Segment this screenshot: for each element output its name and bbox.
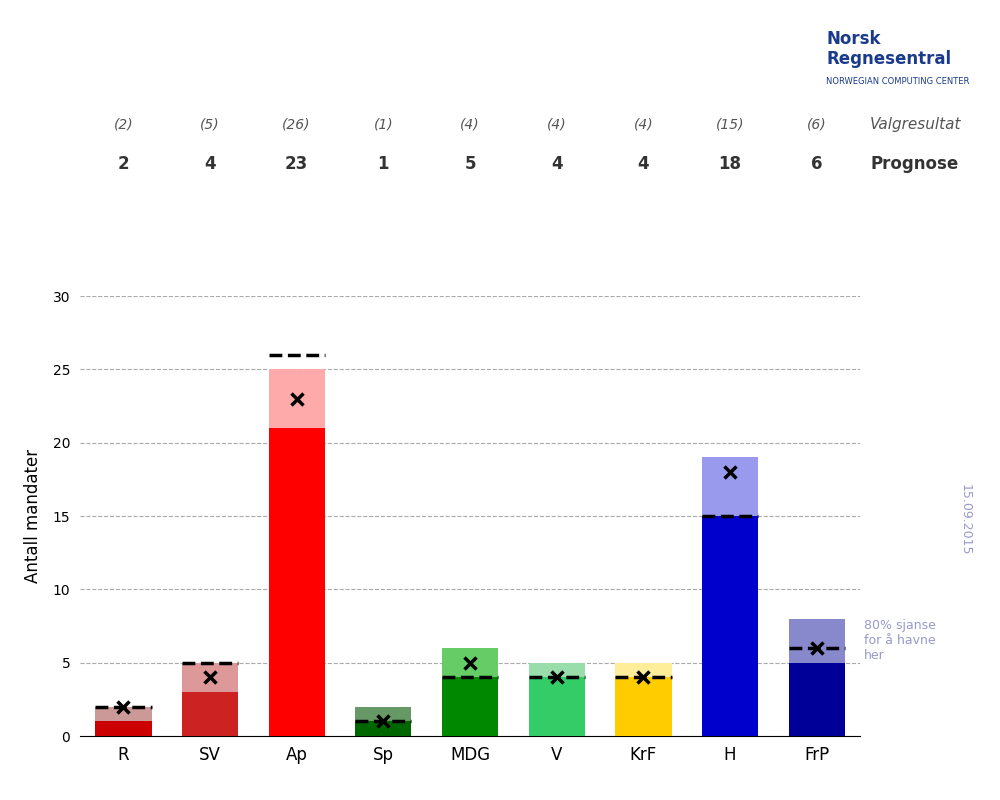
Text: 4: 4 xyxy=(204,155,216,173)
Text: (5): (5) xyxy=(200,117,220,131)
Text: (15): (15) xyxy=(716,117,744,131)
Bar xyxy=(702,458,758,516)
Text: Regnesentral: Regnesentral xyxy=(826,50,951,68)
Text: 5: 5 xyxy=(464,155,476,173)
Text: 4: 4 xyxy=(638,155,649,173)
Text: 15.09.2015: 15.09.2015 xyxy=(958,484,972,556)
Text: 4: 4 xyxy=(551,155,562,173)
Bar xyxy=(528,678,585,736)
Text: (4): (4) xyxy=(634,117,653,131)
Bar xyxy=(95,706,152,722)
Text: 2: 2 xyxy=(118,155,129,173)
Bar xyxy=(788,618,845,662)
Bar xyxy=(182,692,238,736)
Bar xyxy=(182,662,238,692)
Text: 23: 23 xyxy=(285,155,308,173)
Bar xyxy=(355,706,412,722)
Text: 6: 6 xyxy=(811,155,822,173)
Text: (4): (4) xyxy=(460,117,480,131)
Bar xyxy=(615,678,672,736)
Text: (6): (6) xyxy=(807,117,826,131)
Text: 18: 18 xyxy=(718,155,742,173)
Text: 1: 1 xyxy=(378,155,389,173)
Bar xyxy=(702,516,758,736)
Bar xyxy=(268,370,325,428)
Bar xyxy=(442,648,498,678)
Text: Prognose: Prognose xyxy=(870,155,958,173)
Text: 80% sjanse
for å havne
her: 80% sjanse for å havne her xyxy=(864,619,936,662)
Bar xyxy=(788,662,845,736)
Text: (4): (4) xyxy=(547,117,566,131)
Text: NR: NR xyxy=(629,50,674,78)
Text: (26): (26) xyxy=(282,117,311,131)
Bar xyxy=(268,428,325,736)
Bar xyxy=(528,662,585,678)
Text: NORWEGIAN COMPUTING CENTER: NORWEGIAN COMPUTING CENTER xyxy=(826,77,969,86)
Text: (1): (1) xyxy=(374,117,393,131)
Bar xyxy=(442,678,498,736)
Text: Norsk: Norsk xyxy=(826,30,881,48)
Text: Valgresultat: Valgresultat xyxy=(870,117,962,131)
Y-axis label: Antall mandater: Antall mandater xyxy=(24,449,42,583)
Bar xyxy=(615,662,672,678)
Text: (2): (2) xyxy=(114,117,133,131)
Bar xyxy=(95,722,152,736)
Bar xyxy=(355,722,412,736)
